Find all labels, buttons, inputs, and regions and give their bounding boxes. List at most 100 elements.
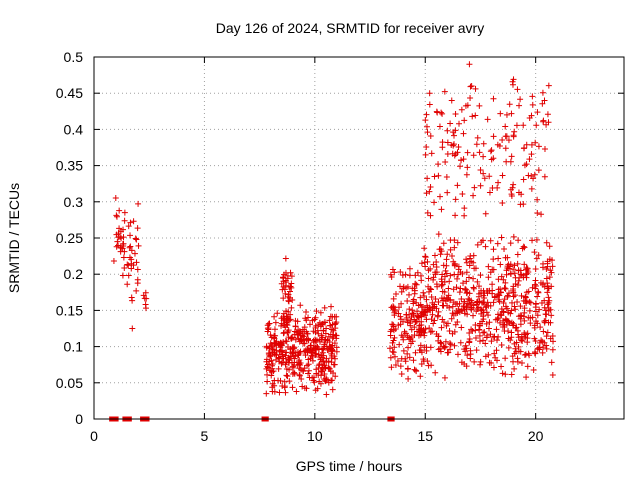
data-point — [309, 374, 316, 381]
data-point — [455, 305, 462, 312]
data-point — [312, 387, 319, 394]
data-point — [309, 357, 316, 364]
data-point — [536, 306, 543, 313]
data-point — [532, 337, 539, 344]
data-point — [307, 348, 314, 355]
data-point — [539, 100, 546, 107]
data-point — [477, 338, 483, 345]
data-point — [475, 326, 482, 333]
data-point — [439, 288, 446, 295]
data-point — [427, 328, 434, 335]
data-point — [533, 122, 540, 129]
data-point — [321, 304, 328, 311]
data-point — [547, 306, 554, 313]
data-point — [430, 304, 437, 311]
data-point — [490, 266, 497, 273]
data-point — [288, 304, 295, 311]
data-point — [272, 319, 279, 326]
data-point — [489, 185, 496, 191]
data-point — [437, 339, 444, 346]
data-point — [305, 337, 312, 344]
data-point — [477, 320, 484, 327]
data-point — [295, 351, 302, 358]
data-point — [424, 175, 431, 182]
data-point — [447, 341, 454, 348]
data-point — [478, 287, 485, 294]
data-point — [332, 355, 339, 362]
data-point — [498, 363, 505, 370]
data-point — [268, 357, 275, 364]
data-point — [512, 306, 519, 313]
data-point — [398, 288, 405, 295]
data-point — [417, 373, 424, 380]
data-point — [267, 352, 274, 359]
data-point — [525, 172, 532, 179]
data-point — [433, 108, 440, 115]
data-point — [120, 254, 127, 261]
data-point — [511, 303, 518, 310]
data-point — [479, 237, 486, 244]
data-point — [388, 364, 395, 371]
data-point — [544, 111, 551, 118]
data-point — [526, 156, 533, 163]
data-point — [466, 262, 473, 269]
data-point — [301, 365, 308, 372]
data-point — [420, 289, 427, 296]
data-point — [296, 365, 303, 372]
data-point — [486, 359, 493, 366]
data-point — [302, 315, 309, 322]
data-point — [298, 376, 305, 383]
data-point — [528, 185, 535, 192]
data-point — [282, 337, 289, 344]
data-point — [514, 260, 521, 267]
data-point — [286, 366, 293, 373]
data-point — [440, 319, 447, 326]
data-point — [499, 172, 506, 179]
data-point — [315, 371, 322, 378]
data-point — [271, 382, 278, 389]
data-point — [476, 149, 483, 156]
data-point — [525, 350, 532, 357]
data-point — [424, 258, 431, 265]
data-point — [427, 265, 434, 272]
data-point — [467, 351, 474, 358]
data-point — [449, 330, 456, 337]
data-point — [422, 254, 429, 261]
data-point — [446, 340, 453, 347]
data-point — [521, 305, 528, 312]
data-point — [435, 299, 442, 306]
data-point — [418, 277, 425, 284]
data-point — [447, 272, 454, 279]
data-point — [495, 179, 502, 186]
data-point — [533, 255, 540, 262]
data-point — [404, 350, 411, 357]
data-point — [497, 261, 504, 268]
data-point — [515, 348, 522, 355]
data-point — [421, 344, 428, 351]
data-point — [459, 270, 466, 277]
y-tick-label: 0.4 — [64, 121, 84, 137]
y-tick-label: 0.45 — [56, 85, 83, 101]
data-point — [397, 268, 404, 275]
data-point — [135, 200, 142, 207]
data-point — [491, 350, 498, 357]
data-point — [406, 336, 413, 343]
data-point — [141, 295, 148, 302]
data-point — [549, 263, 556, 270]
data-point — [498, 341, 505, 348]
data-point — [520, 243, 527, 250]
data-point — [282, 361, 289, 368]
data-point — [454, 182, 461, 189]
data-point — [408, 340, 415, 347]
data-point — [543, 345, 550, 352]
data-point — [458, 157, 465, 164]
data-point — [424, 129, 431, 136]
data-point — [496, 298, 503, 305]
data-point — [265, 320, 272, 327]
data-point — [282, 352, 289, 359]
data-point — [462, 342, 469, 349]
data-point — [496, 142, 503, 149]
data-point — [521, 317, 528, 324]
data-point — [537, 324, 544, 331]
data-point — [391, 269, 398, 276]
